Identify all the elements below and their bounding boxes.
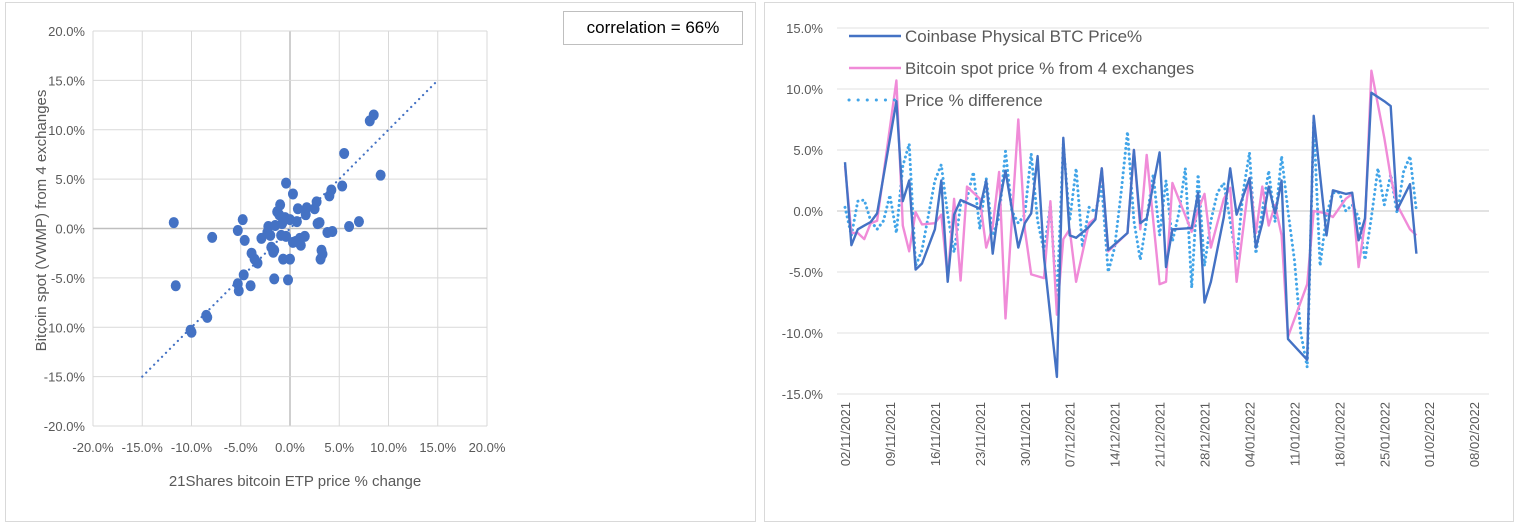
series-line-0 — [843, 91, 1418, 379]
x-tick-label: -10.0% — [171, 440, 213, 455]
scatter-point — [252, 257, 263, 269]
x-tick-label: 20.0% — [469, 440, 506, 455]
scatter-point — [269, 244, 280, 256]
x-tick-label: 18/01/2022 — [1332, 402, 1347, 467]
x-tick-label: 10.0% — [370, 440, 407, 455]
y-tick-label: -15.0% — [782, 387, 824, 402]
x-tick-label: 23/11/2021 — [973, 402, 988, 466]
scatter-point — [301, 202, 312, 214]
y-tick-label: -10.0% — [44, 320, 86, 335]
scatter-point — [299, 230, 310, 242]
y-tick-label: 5.0% — [55, 172, 85, 187]
scatter-point — [291, 216, 302, 228]
scatter-point — [375, 169, 386, 181]
scatter-point — [269, 273, 280, 285]
x-tick-label: 28/12/2021 — [1198, 402, 1213, 467]
x-tick-label: 02/11/2021 — [838, 402, 853, 466]
scatter-point — [283, 274, 294, 286]
correlation-text: correlation = 66% — [586, 18, 720, 37]
scatter-point — [287, 188, 298, 200]
scatter-point — [275, 199, 286, 211]
y-tick-label: -5.0% — [789, 265, 823, 280]
scatter-point — [237, 214, 248, 226]
scatter-point — [314, 217, 325, 229]
scatter-point — [245, 280, 256, 292]
x-tick-label: 21/12/2021 — [1153, 402, 1168, 467]
y-tick-label: -20.0% — [44, 419, 86, 434]
series-line-2 — [843, 120, 1418, 369]
scatter-point — [207, 231, 218, 243]
scatter-point — [186, 326, 197, 338]
line-chart-panel: 15.0% 10.0% 5.0% 0.0% -5.0% -10.0% -15.0% 02/11… — [764, 2, 1514, 522]
scatter-point — [265, 229, 276, 241]
scatter-chart-panel: -20.0% -15.0% -10.0% -5.0% 0.0% 5.0% 10.0% 15.0… — [5, 2, 756, 522]
y-tick-label: 0.0% — [793, 204, 823, 219]
legend-label: Price % difference — [905, 91, 1043, 110]
x-tick-label: 25/01/2022 — [1377, 402, 1392, 467]
y-tick-label: 20.0% — [48, 24, 85, 39]
scatter-point — [337, 180, 348, 192]
scatter-point — [295, 239, 306, 251]
scatter-point — [168, 217, 179, 229]
scatter-point — [292, 203, 303, 215]
y-axis-title: Bitcoin spot (VWMP) from 4 exchanges — [33, 90, 50, 352]
scatter-point — [238, 269, 249, 281]
y-tick-label: 0.0% — [55, 222, 85, 237]
y-tick-label: 15.0% — [48, 73, 85, 88]
line-chart: 15.0% 10.0% 5.0% 0.0% -5.0% -10.0% -15.0% 02/11… — [782, 21, 1489, 467]
legend-label: Coinbase Physical BTC Price% — [905, 27, 1142, 46]
scatter-point — [339, 147, 350, 159]
x-tick-label: 01/02/2022 — [1422, 402, 1437, 467]
legend-label: Bitcoin spot price % from 4 exchanges — [905, 59, 1194, 78]
y-tick-label: -5.0% — [51, 271, 85, 286]
scatter-point — [281, 230, 292, 242]
scatter-point — [326, 184, 337, 196]
scatter-point — [232, 224, 243, 236]
x-tick-label: 04/01/2022 — [1242, 402, 1257, 467]
scatter-point — [170, 280, 181, 292]
x-tick-label: 09/11/2021 — [883, 402, 898, 466]
x-tick-label: 07/12/2021 — [1063, 402, 1078, 467]
scatter-point — [311, 196, 322, 208]
correlation-annotation: correlation = 66% — [563, 11, 743, 45]
scatter-point — [281, 177, 292, 189]
x-tick-label: 08/02/2022 — [1467, 402, 1482, 467]
x-tick-label: 11/01/2022 — [1287, 402, 1302, 466]
x-tick-label: 14/12/2021 — [1108, 402, 1123, 467]
scatter-point — [285, 253, 295, 265]
x-tick-label: -5.0% — [224, 440, 258, 455]
scatter-point — [344, 221, 355, 233]
x-tick-label: 5.0% — [324, 440, 354, 455]
x-tick-label: -20.0% — [72, 440, 114, 455]
scatter-point — [368, 109, 379, 121]
x-tick-label: 0.0% — [275, 440, 305, 455]
scatter-point — [327, 225, 338, 237]
scatter-chart: -20.0% -15.0% -10.0% -5.0% 0.0% 5.0% 10.0% 15.0… — [33, 24, 506, 490]
scatter-point — [239, 234, 250, 246]
y-tick-label: 10.0% — [786, 82, 823, 97]
scatter-point — [202, 311, 213, 323]
y-tick-label: 5.0% — [793, 143, 823, 158]
x-tick-label: 15.0% — [419, 440, 456, 455]
y-tick-label: -15.0% — [44, 370, 86, 385]
x-tick-label: 16/11/2021 — [928, 402, 943, 466]
x-axis-title: 21Shares bitcoin ETP price % change — [169, 473, 421, 490]
x-tick-label: 30/11/2021 — [1018, 402, 1033, 466]
scatter-point — [353, 216, 364, 228]
y-tick-label: 15.0% — [786, 21, 823, 36]
scatter-point — [317, 248, 328, 260]
scatter-point — [278, 253, 289, 265]
y-tick-label: 10.0% — [48, 123, 85, 138]
x-tick-label: -15.0% — [122, 440, 164, 455]
scatter-point — [233, 285, 244, 297]
y-tick-label: -10.0% — [782, 326, 824, 341]
